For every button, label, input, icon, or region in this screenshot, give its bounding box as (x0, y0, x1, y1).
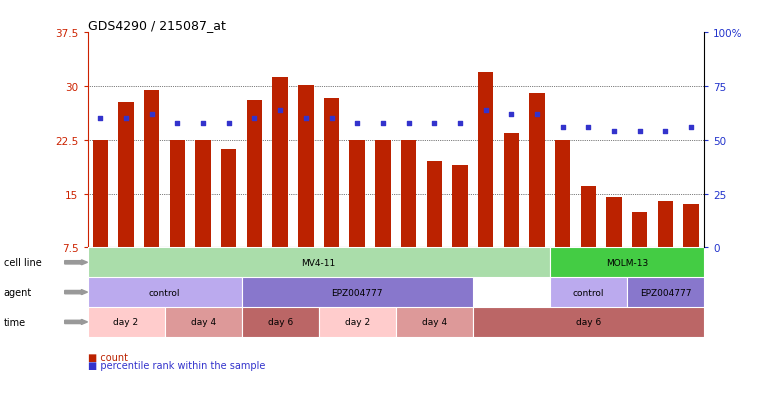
Bar (144, 91, 160, 248)
Point (300, 116, 312, 122)
Text: day 2: day 2 (113, 318, 139, 327)
Bar (658, 201, 673, 248)
Bar (396, 307, 473, 337)
Point (659, 128, 671, 135)
Text: EPZ004777: EPZ004777 (332, 288, 383, 297)
Point (608, 128, 620, 135)
Bar (88, 307, 164, 337)
Bar (375, 140, 390, 248)
Point (403, 120, 415, 126)
Bar (272, 77, 288, 248)
Point (94, 116, 107, 122)
Text: day 6: day 6 (576, 318, 601, 327)
Bar (401, 140, 416, 248)
Text: day 6: day 6 (268, 318, 293, 327)
Bar (196, 140, 211, 248)
Text: control: control (572, 288, 604, 297)
Point (171, 120, 183, 126)
Bar (324, 99, 339, 248)
Point (145, 112, 158, 118)
Text: day 4: day 4 (422, 318, 447, 327)
Bar (119, 102, 134, 248)
Point (351, 120, 363, 126)
Text: day 4: day 4 (190, 318, 215, 327)
Bar (88, 278, 242, 307)
Bar (549, 278, 627, 307)
Bar (221, 150, 237, 248)
Bar (247, 101, 262, 248)
Bar (581, 187, 596, 248)
Bar (607, 198, 622, 248)
Point (248, 116, 260, 122)
Text: control: control (149, 288, 180, 297)
Point (274, 107, 286, 114)
Point (505, 112, 517, 118)
Bar (478, 72, 493, 248)
Bar (298, 85, 314, 248)
Point (479, 107, 492, 114)
Bar (627, 278, 704, 307)
Bar (452, 166, 467, 248)
Text: EPZ004777: EPZ004777 (640, 288, 691, 297)
Point (582, 124, 594, 131)
Bar (242, 278, 473, 307)
Bar (632, 212, 648, 248)
Point (223, 120, 235, 126)
Bar (164, 307, 242, 337)
Bar (549, 248, 704, 278)
Point (556, 124, 568, 131)
Point (197, 120, 209, 126)
Point (326, 116, 338, 122)
Text: ■ count: ■ count (88, 352, 128, 362)
Point (428, 120, 441, 126)
Bar (88, 248, 550, 278)
Bar (555, 140, 571, 248)
Point (120, 116, 132, 122)
Bar (349, 140, 365, 248)
Point (454, 120, 466, 126)
Bar (93, 140, 108, 248)
Bar (504, 133, 519, 248)
Bar (473, 307, 704, 337)
Text: day 2: day 2 (345, 318, 370, 327)
Text: MV4-11: MV4-11 (301, 258, 336, 267)
Bar (170, 140, 185, 248)
Bar (683, 205, 699, 248)
Text: cell line: cell line (4, 258, 42, 268)
Point (377, 120, 389, 126)
Text: agent: agent (4, 287, 32, 297)
Text: GDS4290 / 215087_at: GDS4290 / 215087_at (88, 19, 225, 32)
Bar (426, 162, 442, 248)
Bar (242, 307, 319, 337)
Text: MOLM-13: MOLM-13 (606, 258, 648, 267)
Bar (530, 94, 545, 248)
Bar (319, 307, 396, 337)
Point (685, 124, 697, 131)
Text: ■ percentile rank within the sample: ■ percentile rank within the sample (88, 360, 265, 370)
Point (634, 128, 646, 135)
Text: time: time (4, 317, 26, 327)
Point (531, 112, 543, 118)
